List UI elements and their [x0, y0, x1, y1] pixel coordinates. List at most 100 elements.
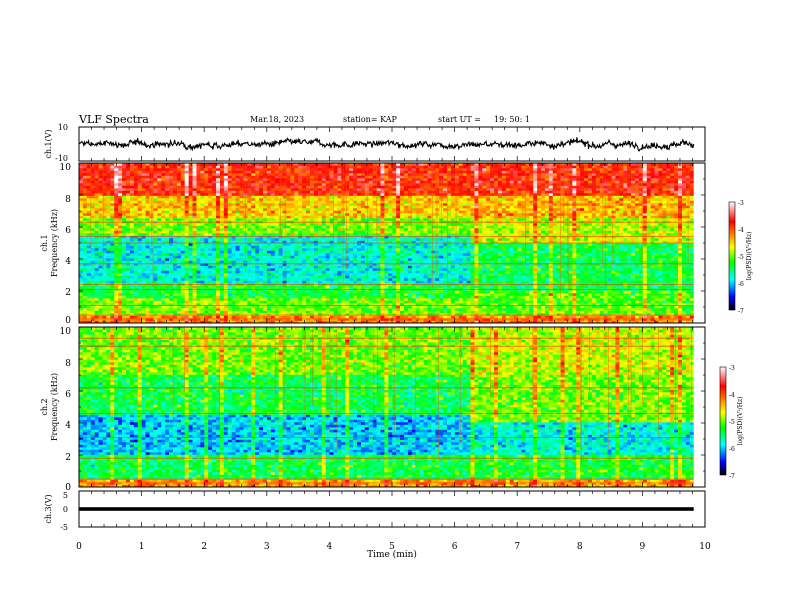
spectrogram-cell — [236, 246, 240, 249]
spectrogram-cell — [134, 276, 138, 279]
spectrogram-cell — [283, 201, 287, 204]
spectrogram-cell — [341, 231, 345, 234]
spectrogram-cell — [310, 298, 314, 301]
spectrogram-cell — [322, 203, 326, 206]
spectrogram-cell — [314, 278, 318, 281]
spectrogram-cell — [334, 296, 338, 299]
spectrogram-cell — [87, 296, 91, 299]
spectrogram-cell — [177, 226, 181, 229]
spectrogram-cell — [91, 258, 95, 261]
spectrogram-cell — [212, 311, 216, 314]
spectrogram-cell — [134, 178, 138, 181]
spectrogram-cell — [102, 306, 106, 309]
spectrogram-cell — [106, 268, 110, 271]
spectrogram-cell — [189, 256, 193, 259]
spectrogram-cell — [279, 261, 283, 264]
spectrogram-cell — [220, 178, 224, 181]
spectrogram-cell — [126, 256, 130, 259]
spectrogram-cell — [353, 298, 357, 301]
spectrogram-cell — [122, 311, 126, 314]
spectrogram-cell — [204, 256, 208, 259]
spectrogram-cell — [189, 253, 193, 256]
spectrogram-cell — [146, 306, 150, 309]
spectrogram-cell — [216, 226, 220, 229]
spectrogram-cell — [334, 276, 338, 279]
spectrogram-cell — [341, 243, 345, 246]
spectrogram-cell — [189, 226, 193, 229]
spectrogram-cell — [353, 216, 357, 219]
spectrogram-cell — [200, 203, 204, 206]
spectrogram-cell — [369, 248, 373, 251]
spectrogram-cell — [216, 213, 220, 216]
spectrogram-cell — [106, 228, 110, 231]
spectrogram-cell — [79, 316, 83, 319]
spectrogram-cell — [130, 268, 134, 271]
spectrogram-cell — [189, 293, 193, 296]
spectrogram-cell — [341, 213, 345, 216]
spectrogram-cell — [283, 308, 287, 311]
spectrogram-cell — [114, 248, 118, 251]
spectrogram-cell — [87, 281, 91, 284]
spectrogram-cell — [224, 211, 228, 214]
spectrogram-cell — [287, 316, 291, 319]
spectrogram-cell — [185, 256, 189, 259]
spectrogram-cell — [326, 208, 330, 211]
spectrogram-cell — [114, 308, 118, 311]
spectrogram-cell — [126, 308, 130, 311]
spectrogram-cell — [224, 198, 228, 201]
spectrogram-cell — [240, 213, 244, 216]
spectrogram-cell — [287, 173, 291, 176]
spectrogram-cell — [161, 203, 165, 206]
spectrogram-cell — [255, 306, 259, 309]
spectrogram-cell — [157, 248, 161, 251]
spectrogram-cell — [216, 228, 220, 231]
spectrogram-cell — [95, 173, 99, 176]
spectrogram-cell — [369, 261, 373, 264]
spectrogram-cell — [271, 256, 275, 259]
spectrogram-cell — [173, 308, 177, 311]
spectrogram-cell — [318, 206, 322, 209]
spectrogram-cell — [193, 286, 197, 289]
spectrogram-cell — [314, 176, 318, 179]
spectrogram-cell — [122, 188, 126, 191]
spectrogram-cell — [271, 296, 275, 299]
spectrogram-cell — [208, 293, 212, 296]
spectrogram-cell — [212, 316, 216, 319]
spectrogram-cell — [110, 231, 114, 234]
spectrogram-cell — [126, 238, 130, 241]
spectrogram-cell — [161, 248, 165, 251]
spectrogram-cell — [373, 258, 377, 261]
spectrogram-cell — [165, 208, 169, 211]
spectrogram-cell — [236, 293, 240, 296]
spectrogram-cell — [283, 258, 287, 261]
spectrogram-cell — [142, 308, 146, 311]
spectrogram-cell — [173, 316, 177, 319]
spectrogram-cell — [126, 223, 130, 226]
spectrogram-cell — [240, 231, 244, 234]
spectrogram-cell — [134, 291, 138, 294]
spectrogram-cell — [275, 198, 279, 201]
spectrogram-cell — [208, 191, 212, 194]
spectrogram-cell — [153, 233, 157, 236]
spectrogram-cell — [220, 243, 224, 246]
spectrogram-cell — [353, 193, 357, 196]
spectrogram-cell — [189, 186, 193, 189]
spectrogram-cell — [142, 186, 146, 189]
spectrogram-cell — [142, 246, 146, 249]
spectrogram-cell — [353, 261, 357, 264]
spectrogram-cell — [204, 296, 208, 299]
spectrogram-cell — [294, 218, 298, 221]
spectrogram-cell — [138, 208, 142, 211]
spectrogram-cell — [251, 243, 255, 246]
spectrogram-cell — [369, 311, 373, 314]
spectrogram-cell — [377, 291, 381, 294]
spectrogram-cell — [122, 231, 126, 234]
spectrogram-cell — [267, 278, 271, 281]
spectrogram-cell — [200, 296, 204, 299]
spectrogram-cell — [251, 191, 255, 194]
spectrogram-cell — [216, 216, 220, 219]
spectrogram-cell — [220, 218, 224, 221]
spectrogram-cell — [102, 208, 106, 211]
spectrogram-cell — [208, 206, 212, 209]
spectrogram-cell — [357, 311, 361, 314]
